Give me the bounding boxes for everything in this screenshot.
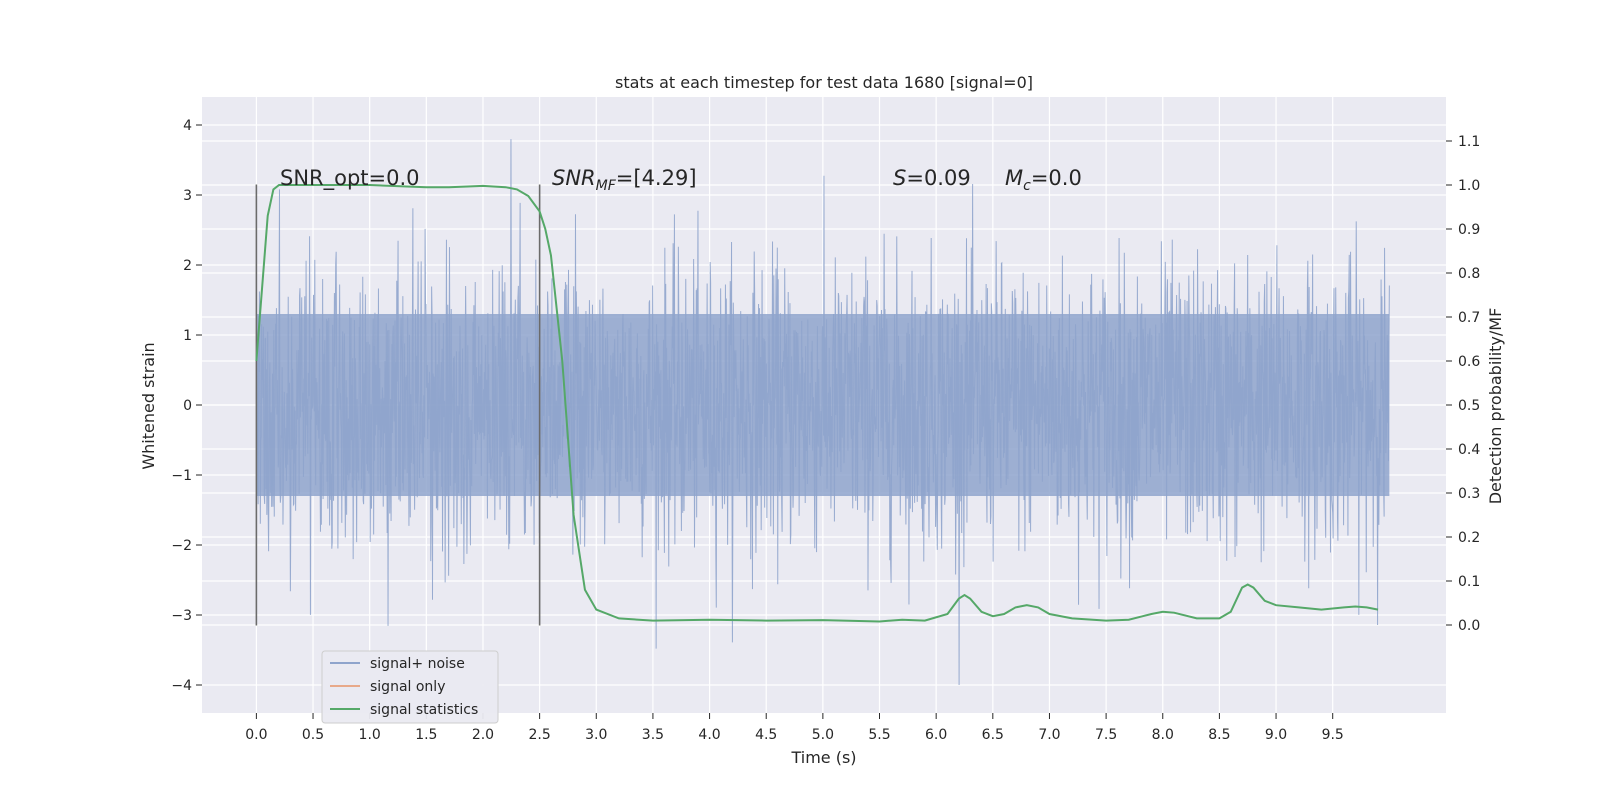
annotation-mc-prefix: M bbox=[1005, 166, 1023, 190]
annotation-mc-sub: c bbox=[1023, 178, 1031, 194]
y-right-tick-label: 0.6 bbox=[1458, 354, 1480, 370]
legend-label-signal-noise: signal+ noise bbox=[370, 656, 465, 672]
annotation-snr-mf: SNRMF=[4.29] bbox=[552, 166, 697, 194]
y-left-tick-label: 0 bbox=[183, 398, 192, 414]
series-signal-noise bbox=[255, 139, 1390, 686]
y-right-tick-label: 0.0 bbox=[1458, 618, 1480, 634]
x-ticks: 0.0 0.5 1.0 1.5 2.0 2.5 3.0 3.5 4.0 4.5 5.0 5.5 6.0 6… bbox=[245, 713, 1344, 743]
y-right-ticks: 0.0 0.1 0.2 0.3 0.4 0.5 0.6 0.7 0.8 0.9 1.0 1.1 bbox=[1446, 134, 1480, 634]
x-tick-label: 8.5 bbox=[1208, 727, 1230, 743]
x-tick-label: 7.0 bbox=[1038, 727, 1060, 743]
legend-label-signal-only: signal only bbox=[370, 679, 445, 695]
x-tick-label: 5.5 bbox=[868, 727, 890, 743]
x-tick-label: 6.0 bbox=[925, 727, 947, 743]
x-tick-label: 1.0 bbox=[359, 727, 381, 743]
x-tick-label: 9.0 bbox=[1265, 727, 1287, 743]
y-left-tick-label: 1 bbox=[183, 328, 192, 344]
series-signal-statistics bbox=[255, 184, 1379, 623]
chart-title: stats at each timestep for test data 168… bbox=[615, 73, 1033, 92]
x-tick-label: 2.0 bbox=[472, 727, 494, 743]
y-left-ticks: −4 −3 −2 −1 0 1 2 3 4 bbox=[171, 118, 202, 694]
annotation-mc: Mc=0.0 bbox=[1005, 166, 1082, 194]
annotation-s-prefix: S bbox=[893, 166, 906, 190]
y-right-tick-label: 0.1 bbox=[1458, 574, 1480, 590]
y-left-tick-label: 4 bbox=[183, 118, 192, 134]
x-tick-label: 8.0 bbox=[1152, 727, 1174, 743]
y-right-tick-label: 1.1 bbox=[1458, 134, 1480, 150]
annotation-s-value: =0.09 bbox=[906, 166, 970, 190]
y-right-tick-label: 0.5 bbox=[1458, 398, 1480, 414]
y-left-axis-label: Whitened strain bbox=[139, 342, 158, 469]
annotation-snr-mf-sub: MF bbox=[596, 178, 617, 194]
x-tick-label: 5.0 bbox=[812, 727, 834, 743]
annotation-snr-opt: SNR_opt=0.0 bbox=[280, 166, 420, 191]
x-tick-label: 2.5 bbox=[528, 727, 550, 743]
y-right-axis-label: Detection probability/MF bbox=[1486, 308, 1505, 505]
y-right-tick-label: 0.3 bbox=[1458, 486, 1480, 502]
x-tick-label: 0.0 bbox=[245, 727, 267, 743]
y-right-tick-label: 0.8 bbox=[1458, 266, 1480, 282]
noise-trace bbox=[255, 139, 1390, 686]
x-tick-label: 3.5 bbox=[642, 727, 664, 743]
annotation-s: S=0.09 bbox=[893, 166, 971, 190]
legend-label-signal-statistics: signal statistics bbox=[370, 702, 478, 718]
vlines bbox=[255, 184, 541, 626]
x-tick-label: 1.5 bbox=[415, 727, 437, 743]
y-right-tick-label: 0.9 bbox=[1458, 222, 1480, 238]
x-tick-label: 6.5 bbox=[982, 727, 1004, 743]
x-tick-label: 3.0 bbox=[585, 727, 607, 743]
x-tick-label: 4.0 bbox=[698, 727, 720, 743]
legend-box bbox=[321, 650, 499, 724]
y-left-tick-label: −1 bbox=[171, 468, 192, 484]
y-right-tick-label: 0.7 bbox=[1458, 310, 1480, 326]
x-tick-label: 0.5 bbox=[302, 727, 324, 743]
y-right-tick-label: 0.4 bbox=[1458, 442, 1480, 458]
y-left-tick-label: 3 bbox=[183, 188, 192, 204]
x-axis-label: Time (s) bbox=[790, 748, 856, 767]
legend: signal+ noise signal only signal statist… bbox=[321, 650, 499, 724]
annotation-snr-mf-value: =[4.29] bbox=[616, 166, 697, 190]
y-left-tick-label: −4 bbox=[171, 678, 192, 694]
y-right-tick-label: 1.0 bbox=[1458, 178, 1480, 194]
x-tick-label: 9.5 bbox=[1322, 727, 1344, 743]
y-right-tick-label: 0.2 bbox=[1458, 530, 1480, 546]
annotation-mc-value: =0.0 bbox=[1031, 166, 1082, 190]
y-left-tick-label: −2 bbox=[171, 538, 192, 554]
x-tick-label: 7.5 bbox=[1095, 727, 1117, 743]
y-left-tick-label: −3 bbox=[171, 608, 192, 624]
y-left-tick-label: 2 bbox=[183, 258, 192, 274]
annotation-snr-mf-prefix: SNR bbox=[552, 166, 596, 190]
x-tick-label: 4.5 bbox=[755, 727, 777, 743]
